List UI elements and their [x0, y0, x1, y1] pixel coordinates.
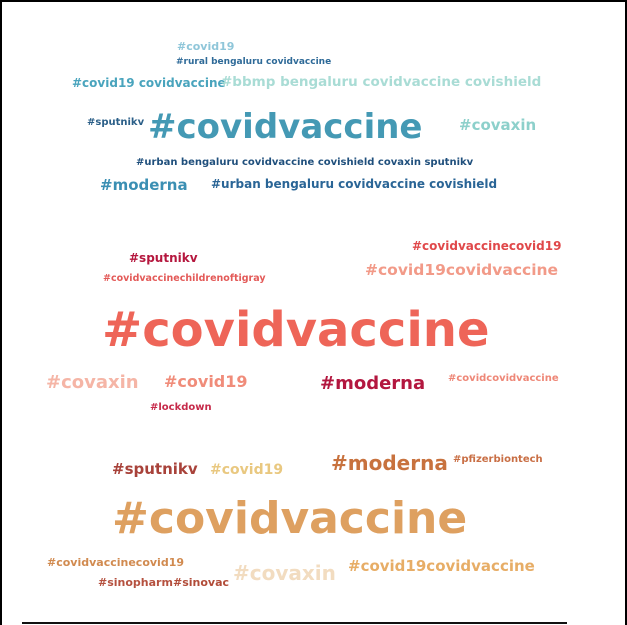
word-sputnikv: #sputnikv — [129, 251, 198, 265]
word-sputnikv: #sputnikv — [87, 117, 145, 128]
word-lockdown: #lockdown — [150, 402, 212, 413]
word-sputnikv: #sputnikv — [112, 460, 198, 478]
word-covaxin: #covaxin — [233, 561, 336, 585]
word-covid19: #covid19 — [177, 40, 235, 53]
word-covid19: #covid19 — [210, 462, 284, 478]
word-moderna: #moderna — [331, 451, 448, 475]
word-covidvaccinecovid19: #covidvaccinecovid19 — [47, 556, 185, 569]
word-covidvaccine: #covidvaccine — [112, 493, 468, 544]
word-covaxin: #covaxin — [459, 116, 537, 134]
word-covid19covidvaccine: #covid19covidvaccine — [348, 557, 535, 575]
word-covid19: #covid19 — [164, 372, 248, 391]
bottom-border-line — [22, 622, 567, 624]
word-urban-bengaluru-covishield: #urban bengaluru covidvaccine covishield — [211, 177, 498, 191]
word-covidvaccinecovid19: #covidvaccinecovid19 — [412, 239, 562, 253]
word-urban-bengaluru-full: #urban bengaluru covidvaccine covishield… — [136, 157, 474, 168]
word-moderna: #moderna — [320, 373, 426, 394]
word-covid19-covidvaccine: #covid19 covidvaccine — [72, 76, 226, 90]
word-covidvaccinechildrenoftigray: #covidvaccinechildrenoftigray — [103, 273, 266, 284]
word-covidvaccine: #covidvaccine — [148, 107, 423, 147]
word-pfizerbiontech: #pfizerbiontech — [453, 454, 543, 465]
word-rural-bengaluru-covidvaccine: #rural bengaluru covidvaccine — [176, 57, 332, 67]
word-covid19covidvaccine: #covid19covidvaccine — [365, 261, 559, 279]
word-covaxin: #covaxin — [46, 372, 139, 393]
word-sinovac: #sinovac — [173, 576, 230, 589]
word-moderna: #moderna — [100, 176, 188, 194]
word-covidvaccine: #covidvaccine — [102, 302, 490, 358]
word-sinopharm: #sinopharm — [98, 576, 173, 589]
word-covidcovidvaccine: #covidcovidvaccine — [448, 373, 559, 384]
word-bbmp-bengaluru-covidvaccine-covishield: #bbmp bengaluru covidvaccine covishield — [221, 74, 542, 90]
